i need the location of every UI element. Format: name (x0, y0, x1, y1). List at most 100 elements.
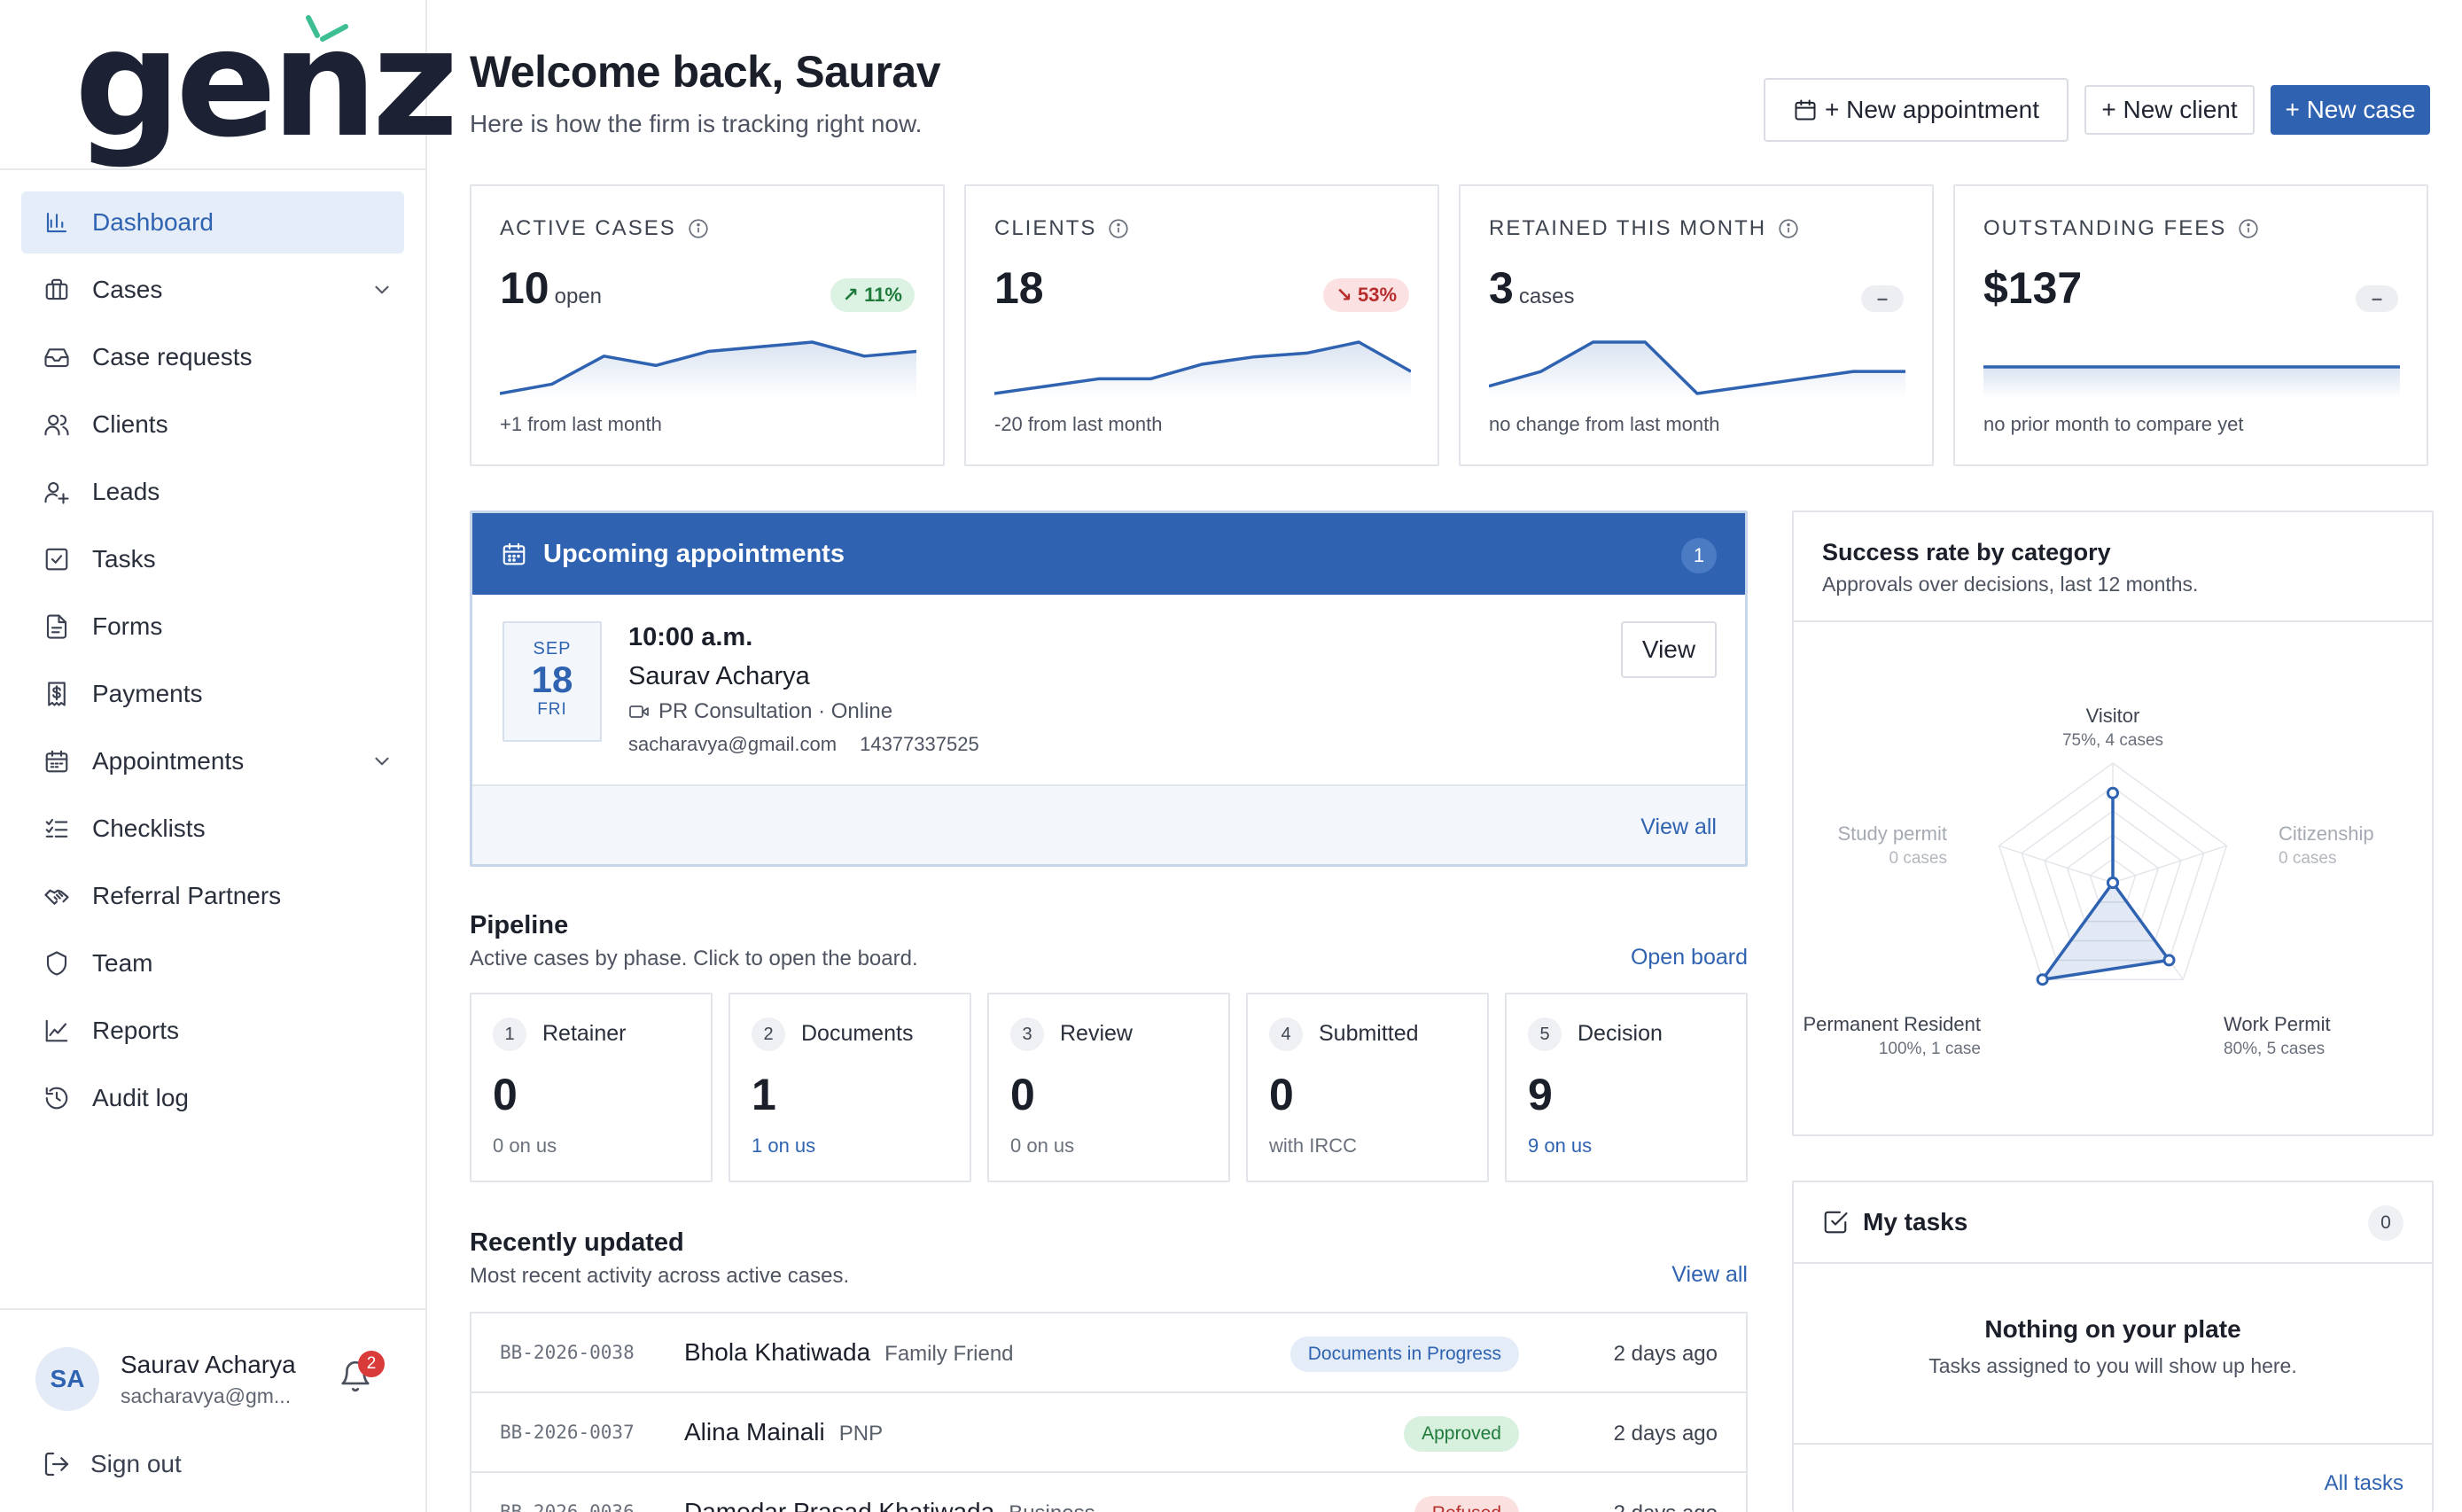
appointments-footer: View all (472, 784, 1745, 864)
sidebar-item-clients[interactable]: Clients (21, 394, 404, 456)
line-chart-icon (45, 1019, 68, 1042)
sparkline-line (1489, 340, 1905, 395)
radar-axis-detail: 100%, 1 case (1879, 1040, 1981, 1058)
sparkline-area (994, 342, 1411, 399)
stat-value-number: 3 (1489, 263, 1514, 313)
pipeline-phase-decision[interactable]: 5 Decision 9 9 on us (1505, 993, 1748, 1182)
updated-time: 2 days ago (1613, 1422, 1718, 1446)
sidebar-item-appointments[interactable]: Appointments (21, 730, 404, 792)
phase-count: 0 (493, 1070, 518, 1119)
chevron-down-icon[interactable] (370, 750, 393, 773)
stat-value-number: 18 (994, 263, 1044, 313)
table-row[interactable]: BB-2026-0038 Bhola Khatiwada Family Friend… (471, 1313, 1746, 1393)
view-appointment-button[interactable]: View (1621, 621, 1717, 678)
stat-card-clients: CLIENTS 18 ↘ 53% -20 from last month (964, 184, 1439, 466)
phase-count: 1 (752, 1070, 776, 1119)
sidebar-item-reports[interactable]: Reports (21, 1000, 404, 1062)
info-icon[interactable] (2237, 217, 2260, 240)
appointments-title: Upcoming appointments (543, 539, 845, 568)
sidebar-item-team[interactable]: Team (21, 932, 404, 994)
sidebar-item-leads[interactable]: Leads (21, 461, 404, 523)
table-row[interactable]: BB-2026-0036 Damodar Prasad Khatiwada Busi… (471, 1473, 1746, 1512)
stat-note: +1 from last month (500, 413, 662, 435)
pipeline-phase-retainer[interactable]: 1 Retainer 0 0 on us (470, 993, 713, 1182)
notification-count-badge: 2 (358, 1351, 385, 1377)
sidebar-item-label: Case requests (92, 343, 253, 370)
calendar-icon (503, 542, 526, 565)
trend-badge: ↗ 11% (830, 278, 915, 312)
stat-note: -20 from last month (994, 413, 1163, 435)
tasks-empty-subtitle: Tasks assigned to you will show up here. (1928, 1354, 2297, 1377)
radar-chart: Visitor 75%, 4 cases Citizenship 0 cases Wor… (1803, 705, 2373, 1058)
case-client: Damodar Prasad Khatiwada Business (684, 1498, 1095, 1512)
new-client-button[interactable]: + New client (2084, 85, 2255, 135)
dollar-receipt-icon (48, 682, 66, 706)
stat-label: CLIENTS (994, 216, 1130, 241)
case-id: BB-2026-0036 (500, 1501, 635, 1512)
radar-axis-label: Permanent Resident (1803, 1013, 1981, 1035)
sparkline-area (1983, 367, 2400, 399)
info-icon[interactable] (1777, 217, 1800, 240)
avatar[interactable]: SA (35, 1347, 99, 1411)
radar-axis-detail: 75%, 4 cases (2062, 731, 2163, 750)
new-case-button[interactable]: + New case (2271, 85, 2430, 135)
sign-out-link[interactable]: Sign out (43, 1450, 182, 1478)
bar-chart-icon (46, 212, 67, 233)
sidebar-item-audit-log[interactable]: Audit log (21, 1067, 404, 1129)
my-tasks-card: My tasks 0 Nothing on your plate Tasks a… (1792, 1181, 2434, 1512)
sidebar-item-payments[interactable]: Payments (21, 663, 404, 725)
case-id: BB-2026-0038 (500, 1342, 635, 1363)
pipeline-phase-documents[interactable]: 2 Documents 1 1 on us (728, 993, 971, 1182)
inbox-icon-wrap (43, 343, 71, 371)
sidebar-item-label: Appointments (92, 747, 245, 775)
pipeline-phase-review[interactable]: 3 Review 0 0 on us (987, 993, 1230, 1182)
info-icon[interactable] (687, 217, 710, 240)
info-icon[interactable] (1107, 217, 1130, 240)
recent-list: BB-2026-0038 Bhola Khatiwada Family Friend… (470, 1312, 1748, 1512)
sidebar-item-tasks[interactable]: Tasks (21, 528, 404, 590)
table-row[interactable]: BB-2026-0037 Alina Mainali PNP Approved 2 da… (471, 1393, 1746, 1473)
logo-spark-icon (306, 15, 348, 42)
stat-label: ACTIVE CASES (500, 216, 710, 241)
appointment-email: sacharavya@gmail.com (628, 733, 838, 755)
sidebar-item-checklists[interactable]: Checklists (21, 798, 404, 860)
success-rate-subtitle: Approvals over decisions, last 12 months… (1822, 573, 2199, 596)
history-icon (45, 1087, 68, 1110)
sidebar-item-forms[interactable]: Forms (21, 596, 404, 658)
radar-series-area (2040, 791, 2171, 981)
history-icon-wrap (43, 1084, 71, 1112)
logo[interactable]: genz (74, 0, 459, 170)
appointments-header: Upcoming appointments 1 (472, 513, 1745, 595)
user-email: sacharavya@gm... (121, 1384, 292, 1407)
view-all-appointments-link[interactable]: View all (1640, 814, 1717, 839)
stat-label: RETAINED THIS MONTH (1489, 216, 1800, 241)
trend-badge: – (2356, 285, 2398, 312)
video-icon (628, 701, 650, 722)
success-rate-card: Success rate by category Approvals over … (1792, 510, 2434, 1136)
user-plus-icon (44, 481, 69, 504)
sidebar-item-referral-partners[interactable]: Referral Partners (21, 865, 404, 927)
pipeline-phase-submitted[interactable]: 4 Submitted 0 with IRCC (1246, 993, 1489, 1182)
radar-axis-detail: 0 cases (1889, 849, 1947, 868)
sparkline (994, 340, 1411, 399)
sidebar-item-dashboard[interactable]: Dashboard (21, 191, 404, 253)
checkbox-icon (45, 548, 68, 571)
sidebar-item-case-requests[interactable]: Case requests (21, 326, 404, 388)
bell-icon[interactable] (339, 1360, 372, 1393)
checkbox-icon (1824, 1211, 1848, 1234)
status-badge: Documents in Progress (1289, 1337, 1519, 1372)
appointment-type-label: PR Consultation · Online (658, 699, 893, 723)
phase-name: Retainer (542, 1021, 627, 1046)
all-tasks-link[interactable]: All tasks (2324, 1471, 2404, 1495)
sparkline-line (994, 340, 1411, 395)
recent-view-all-link[interactable]: View all (1671, 1262, 1748, 1287)
chevron-down-icon[interactable] (370, 278, 393, 301)
calendar-icon-wrap (43, 747, 71, 775)
stat-card-outstanding-fees: OUTSTANDING FEES $137 – no prior month to c… (1953, 184, 2428, 466)
new-appointment-button[interactable]: + New appointment (1764, 78, 2069, 142)
radar-point (2036, 973, 2049, 986)
radar-axis-label: Work Permit (2224, 1013, 2331, 1035)
open-board-link[interactable]: Open board (1630, 945, 1748, 970)
sidebar-item-cases[interactable]: Cases (21, 259, 404, 321)
